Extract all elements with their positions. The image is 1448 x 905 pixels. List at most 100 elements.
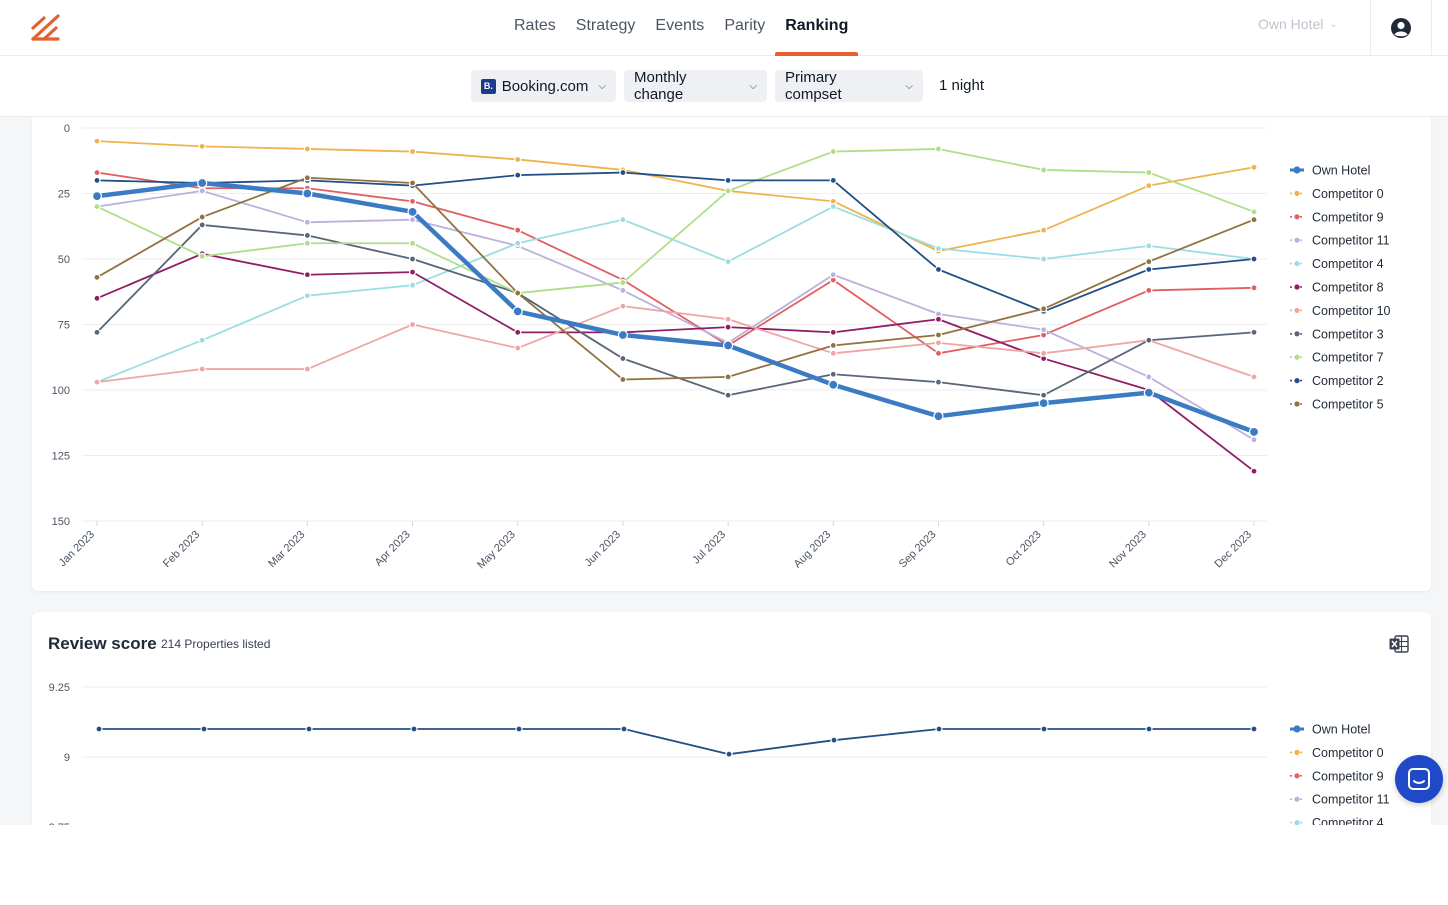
data-point-competitor-3 [408,255,417,263]
change-mode-dropdown[interactable]: Monthly change ⌵ [624,69,767,103]
booking-logo-icon: B. [481,78,496,94]
data-point-competitor-9 [408,197,417,205]
legend-item-competitor-11: Competitor 11 [1312,234,1390,248]
data-point-competitor-4 [1145,242,1153,250]
change-mode-label: Monthly change [634,69,687,103]
data-point-own-hotel [512,306,523,317]
data-point-own-hotel [933,411,944,422]
data-point-competitor-10 [303,365,311,373]
data-point-competitor-3 [934,378,943,386]
channel-dropdown[interactable]: B. Booking.com ⌵ [471,70,616,102]
x-tick-label: Apr 2023 [373,529,413,569]
legend-item-competitor-7: Competitor 7 [1312,351,1384,365]
data-point-competitor-5 [408,179,417,187]
legend-marker [1294,331,1300,337]
x-tick-label: Sep 2023 [897,529,939,571]
user-menu[interactable] [1370,0,1432,56]
data-point-competitor-8 [303,271,311,279]
series-line-competitor-3 [96,224,1255,397]
data-point-competitor-7 [1145,168,1153,177]
nav-events[interactable]: Events [655,17,705,34]
data-point-own-hotel [1038,398,1049,409]
legend-marker [1294,796,1300,802]
series-line-competitor-7 [96,148,1255,294]
x-tick-label: Jan 2023 [57,529,97,569]
data-point-competitor-8 [514,328,522,336]
data-point-competitor-7 [1250,208,1258,216]
compset-dropdown[interactable]: Primary compset ⌵ [775,69,923,103]
data-point-competitor-7 [619,278,627,287]
content-area[interactable]: 0 25 50 75 100 125 150 Jan 2023 Feb 2023 Mar 2023… [0,117,1448,825]
user-avatar-icon [1391,18,1411,38]
data-point-competitor-10 [93,378,101,386]
nav-rates[interactable]: Rates [514,17,556,34]
data-point-competitor-3 [1040,391,1048,399]
data-point-competitor-2 [724,176,732,185]
data-point-competitor-2 [514,171,522,179]
hotel-selector[interactable]: Own Hotel ⌄ [1258,16,1338,32]
data-point-competitor-10 [514,344,522,352]
data-point-own-hotel [1248,426,1260,438]
data-point-competitor-3 [829,370,837,378]
data-point-competitor-11 [829,271,837,279]
x-tick-label: May 2023 [475,529,518,572]
legend-marker [1294,820,1300,825]
x-tick-label: Mar 2023 [266,529,307,570]
series-group [95,725,1258,758]
data-point-competitor-9 [514,226,522,234]
data-point-competitor-5 [829,341,837,350]
data-point-competitor-0 [408,147,417,156]
data-point-competitor-0 [1145,182,1153,190]
data-point-competitor-3 [198,221,206,229]
properties-count: 214 Properties listed [161,637,271,651]
data-point-competitor-4 [1040,255,1048,263]
brand-logo[interactable] [30,12,62,42]
data-point-competitor-7 [408,239,417,247]
data-point-competitor-2 [829,176,837,185]
review-score-line-chart: 9.25 9 8.75 Own Hotel Competitor 0 Competitor… [49,682,1390,825]
data-point-competitor-8 [724,323,732,331]
data-point-own-hotel [828,379,839,390]
data-point-own-hotel [302,188,313,199]
legend-marker [1293,166,1301,174]
data-point-competitor-10 [829,349,837,357]
data-point-competitor-5 [198,213,206,221]
series-line-competitor-2 [96,171,1255,313]
data-point-competitor-3 [1145,336,1153,344]
data-point-own-hotel [91,191,103,202]
data-point-competitor-7 [198,252,206,260]
nights-label[interactable]: 1 night [939,77,985,94]
nav-parity[interactable]: Parity [724,17,766,34]
legend-marker [1294,749,1300,755]
data-point-competitor-11 [1250,436,1258,444]
data-point-competitor-11 [198,187,206,195]
data-point-competitor-5 [514,289,522,297]
legend-marker [1293,725,1301,733]
data-point-competitor-2 [934,265,943,274]
data-point-competitor-10 [724,315,732,323]
nav-ranking[interactable]: Ranking [775,0,859,56]
data-point-competitor-2 [830,736,838,744]
data-point-competitor-10 [1250,373,1258,381]
nav-strategy[interactable]: Strategy [575,17,636,34]
data-point-competitor-4 [514,239,522,247]
chat-launcher-button[interactable] [1395,755,1443,803]
series-line-competitor-5 [96,176,1255,381]
data-point-competitor-0 [1040,226,1048,234]
data-point-competitor-2 [620,725,628,733]
excel-export-icon[interactable] [1389,635,1409,653]
legend-item-competitor-0: Competitor 0 [1312,746,1384,760]
series-line-competitor-0 [96,140,1255,253]
legend-item-competitor-5: Competitor 5 [1312,398,1384,412]
data-point-competitor-2 [515,725,523,733]
data-point-competitor-4 [934,244,943,253]
filter-bar: B. Booking.com ⌵ Monthly change ⌵ Primar… [0,56,1448,117]
chevron-down-icon: ⌵ [749,80,757,92]
legend-marker [1294,284,1300,290]
data-point-competitor-5 [619,375,627,384]
data-point-competitor-11 [303,218,311,226]
legend-item-competitor-8: Competitor 8 [1312,281,1384,295]
x-tick-label: Feb 2023 [161,529,202,570]
data-point-competitor-2 [1250,255,1258,263]
